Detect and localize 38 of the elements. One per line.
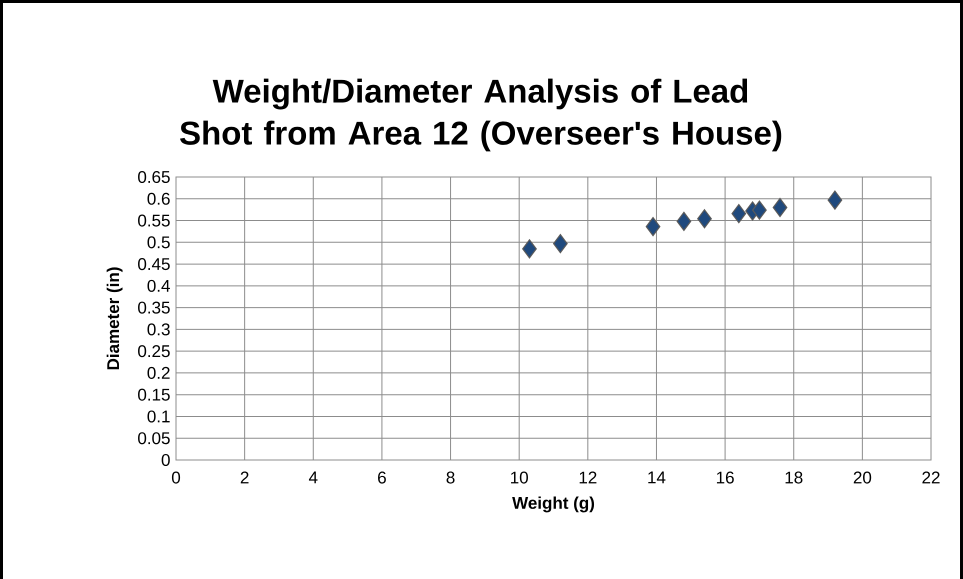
- x-tick-label: 16: [716, 472, 734, 484]
- y-tick-label: 0.25: [138, 345, 170, 358]
- x-tick-label: 0: [172, 472, 180, 484]
- y-axis-title: Diameter (in): [106, 267, 123, 370]
- y-tick-label: 0: [162, 454, 170, 466]
- x-tick-label: 18: [786, 472, 802, 484]
- x-tick-label: 4: [308, 472, 318, 484]
- y-tick-label: 0.45: [138, 258, 170, 270]
- point: [697, 209, 712, 228]
- y-tick-label: 0.1: [147, 410, 170, 422]
- y-tick-label: 0.55: [138, 214, 170, 227]
- chart-title: Weight/Diameter Analysis of Lead Shot from Area 12 (Overseer's House): [180, 78, 782, 152]
- x-tick-label: 2: [240, 472, 249, 484]
- point: [772, 198, 788, 218]
- point: [553, 234, 568, 254]
- point: [676, 212, 692, 232]
- point: [522, 239, 537, 258]
- x-tick-label: 20: [854, 472, 872, 484]
- x-tick-label: 14: [648, 472, 666, 484]
- y-tick-label: 0.6: [147, 192, 170, 205]
- point: [828, 190, 842, 210]
- x-axis-title: Weight (g): [512, 496, 594, 512]
- point: [752, 200, 767, 220]
- y-tick-label: 0.4: [147, 280, 170, 292]
- y-tick-label: 0.15: [138, 388, 170, 401]
- x-tick-label: 12: [580, 472, 596, 484]
- x-tick-label: 10: [511, 472, 528, 484]
- point: [731, 204, 746, 224]
- x-tick-label: 6: [378, 472, 386, 484]
- y-tick-label: 0.05: [138, 432, 170, 444]
- y-tick-label: 0.5: [147, 236, 170, 248]
- x-tick-label: 22: [922, 472, 940, 484]
- y-tick-label: 0.65: [138, 170, 170, 184]
- y-tick-label: 0.3: [147, 323, 170, 336]
- point: [646, 217, 660, 236]
- x-tick-label: 8: [446, 472, 455, 484]
- y-tick-label: 0.35: [138, 302, 170, 314]
- y-tick-label: 0.2: [147, 366, 170, 379]
